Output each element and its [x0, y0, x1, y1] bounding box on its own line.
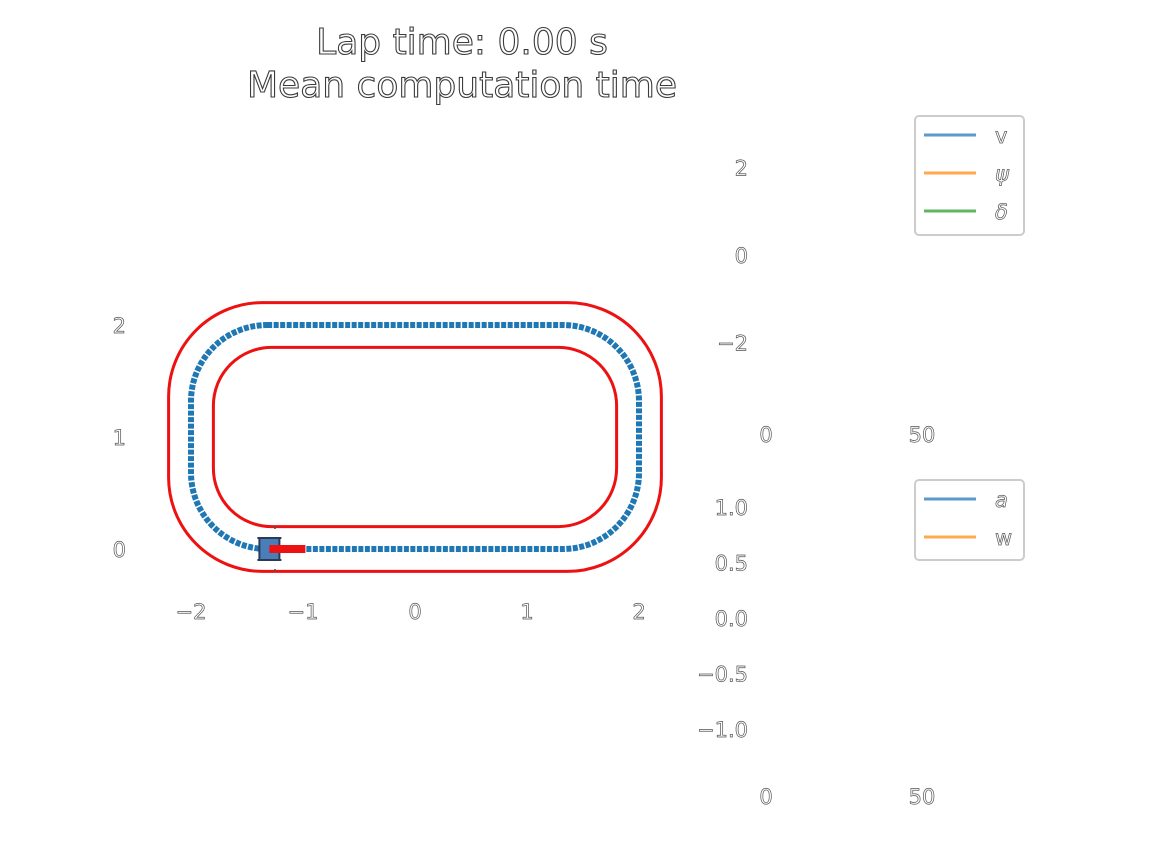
title-line1: Lap time: 0.00 s [316, 22, 608, 63]
inputs-xtick-label: 50 [909, 785, 936, 809]
track-outer-boundary [167, 301, 663, 573]
states-legend-entry: δ [995, 200, 1008, 224]
inputs-ytick-label: 0.0 [715, 607, 748, 631]
states-legend-entry: ψ [995, 162, 1010, 186]
states-ytick-label: 2 [735, 157, 748, 181]
track-xtick-label: −1 [288, 600, 319, 624]
track-xtick-label: 2 [632, 600, 645, 624]
track-ytick-label: 2 [113, 314, 126, 338]
inputs-ytick-label: 0.5 [715, 552, 748, 576]
states-legend-box [914, 115, 1025, 236]
title-line2: Mean computation time [247, 65, 677, 106]
track-plot: −2 −1 0 1 2 0 1 2 [112, 301, 663, 624]
inputs-legend-entry: a [995, 488, 1008, 512]
track-xtick-label: 0 [408, 600, 421, 624]
states-xtick-label: 0 [759, 423, 772, 447]
track-xtick-label: −2 [176, 600, 207, 624]
track-ytick-label: 0 [113, 538, 126, 562]
states-legend-entry: v [995, 124, 1007, 148]
inputs-ytick-label: −1.0 [697, 718, 748, 742]
states-ytick-label: 0 [735, 244, 748, 268]
states-plot: −2 0 2 0 50 vψδ [717, 115, 1025, 447]
inputs-plot: 1.0 0.5 0.0 −0.5 −1.0 0 50 aw [697, 479, 1025, 809]
track-xtick-label: 1 [520, 600, 533, 624]
track-inner-boundary [211, 345, 619, 529]
inputs-ytick-label: −0.5 [697, 663, 748, 687]
inputs-legend-entry: w [995, 526, 1012, 550]
states-ytick-label: −2 [717, 332, 748, 356]
track-ytick-label: 1 [113, 426, 126, 450]
car-heading [269, 545, 306, 553]
inputs-xtick-label: 0 [759, 785, 772, 809]
track-centerline [188, 322, 642, 552]
states-xtick-label: 50 [909, 423, 936, 447]
inputs-ytick-label: 1.0 [715, 496, 748, 520]
